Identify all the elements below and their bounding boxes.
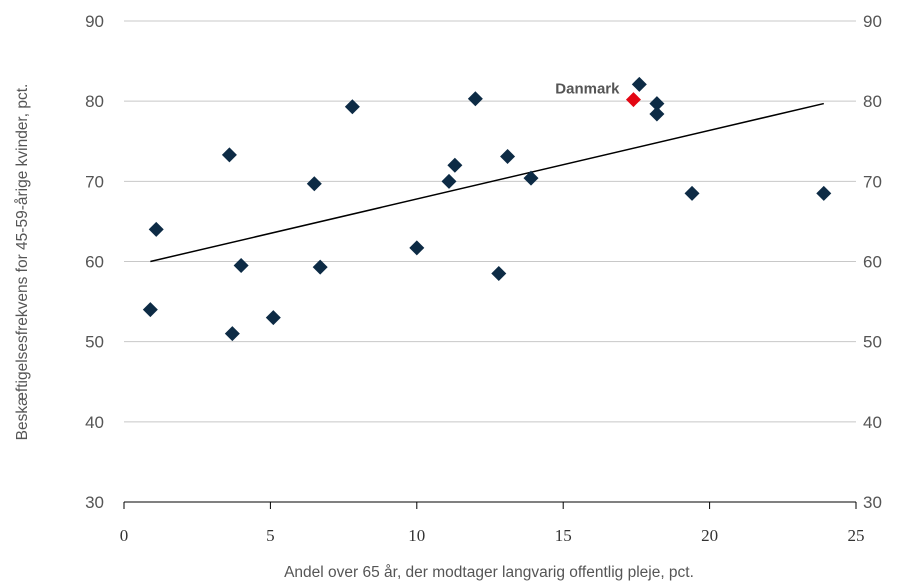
y-axis-title: Beskæftigelsesfrekvens for 45-59-årige k…: [14, 84, 31, 441]
y-tick-right-50: 50: [863, 333, 882, 352]
data-point-s0-10: [441, 173, 457, 189]
x-tick-label-5: 5: [266, 526, 275, 545]
y-tick-right-30: 30: [863, 493, 882, 512]
x-tick-label-15: 15: [555, 526, 572, 545]
data-point-s1-0: [625, 92, 641, 108]
data-point-s0-15: [523, 170, 539, 186]
y-tick-left-40: 40: [85, 413, 104, 432]
data-point-s0-0: [142, 302, 158, 318]
data-point-s0-14: [500, 148, 516, 164]
data-point-s0-17: [649, 96, 665, 112]
data-point-s0-13: [491, 266, 507, 282]
y-tick-left-50: 50: [85, 333, 104, 352]
y-tick-right-40: 40: [863, 413, 882, 432]
data-point-s0-9: [409, 240, 425, 256]
data-points: [142, 76, 832, 342]
y-tick-left-70: 70: [85, 172, 104, 191]
data-point-s0-3: [224, 326, 240, 342]
x-axis-title: Andel over 65 år, der modtager langvarig…: [284, 564, 694, 581]
x-axis: 0 5 10 15 20 25: [120, 501, 865, 545]
trendline-group: [150, 102, 824, 263]
data-point-s0-16: [631, 76, 647, 92]
data-point-s0-12: [467, 91, 483, 107]
y-tick-right-90: 90: [863, 12, 882, 31]
y-tick-right-60: 60: [863, 253, 882, 272]
data-point-s0-6: [306, 176, 322, 192]
data-point-s0-20: [816, 185, 832, 201]
data-point-s0-4: [233, 258, 249, 274]
x-tick-label-10: 10: [408, 526, 425, 545]
annotation-label-0: Danmark: [555, 81, 620, 98]
y-tick-labels-left: 30 40 50 60 70 80 90: [85, 12, 104, 512]
y-tick-left-90: 90: [85, 12, 104, 31]
data-point-s0-1: [148, 221, 164, 237]
trendline: [150, 102, 824, 263]
y-tick-right-80: 80: [863, 92, 882, 111]
data-point-s0-5: [265, 310, 281, 326]
x-tick-label-0: 0: [120, 526, 129, 545]
x-tick-label-25: 25: [848, 526, 865, 545]
data-point-s0-7: [312, 259, 328, 275]
y-tick-labels-right: 30 40 50 60 70 80 90: [863, 12, 882, 512]
x-tick-label-20: 20: [701, 526, 718, 545]
data-point-s0-19: [684, 185, 700, 201]
y-tick-left-60: 60: [85, 253, 104, 272]
annotations: Danmark: [555, 81, 620, 98]
data-point-s0-18: [649, 106, 665, 122]
data-point-s0-2: [221, 147, 237, 163]
gridlines: [124, 20, 856, 423]
y-tick-left-80: 80: [85, 92, 104, 111]
data-point-s0-8: [344, 99, 360, 115]
y-tick-right-70: 70: [863, 172, 882, 191]
data-point-s0-11: [447, 157, 463, 173]
y-tick-left-30: 30: [85, 493, 104, 512]
